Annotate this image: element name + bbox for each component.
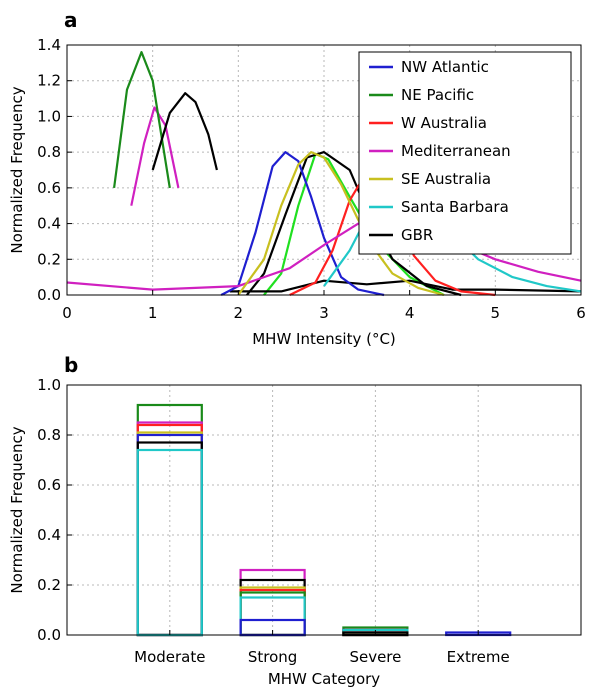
panel-a-ytick-label: 1.2 xyxy=(37,72,61,90)
panel-a-ytick-label: 1.0 xyxy=(37,107,61,125)
panel-a-series-line xyxy=(237,151,445,297)
panel-b-bar xyxy=(136,431,203,637)
panel-a-ylabel: Normalized Frequency xyxy=(8,86,26,253)
panel-a-legend: NW Atlantic NE Pacific W Australia Mediterr… xyxy=(358,51,572,255)
panel-a-ytick-label: 0.0 xyxy=(37,286,61,304)
panel-a-xtick-label: 4 xyxy=(405,304,415,322)
legend-entry: NE Pacific xyxy=(401,86,474,104)
panel-b-label: b xyxy=(64,353,78,377)
panel-b-ytick-label: 0.4 xyxy=(37,526,61,544)
panel-b-ytick-label: 0.0 xyxy=(37,626,61,644)
panel-b-bar xyxy=(136,448,203,637)
legend-entry: W Australia xyxy=(401,114,487,132)
panel-b-category-label: Extreme xyxy=(447,648,510,666)
panel-b-category-label: Moderate xyxy=(134,648,205,666)
panel-b-ytick-label: 0.6 xyxy=(37,476,61,494)
panel-a-label: a xyxy=(64,8,78,32)
panel-a: a 0.0 0.2 0.4 0.6 0.8 1.0 1.2 1.4 0 1 2 3 4 5 6 MHW I… xyxy=(8,8,586,348)
panel-b-ytick-label: 0.8 xyxy=(37,426,61,444)
panel-a-xtick-label: 3 xyxy=(319,304,329,322)
panel-a-xlabel: MHW Intensity (°C) xyxy=(252,330,396,348)
panel-a-xtick-label: 5 xyxy=(491,304,501,322)
panel-b-ytick-label: 0.2 xyxy=(37,576,61,594)
panel-b-xlabel: MHW Category xyxy=(268,670,380,688)
panel-a-series-line xyxy=(151,92,218,171)
panel-a-extra-curve xyxy=(229,279,582,293)
panel-b-bar xyxy=(136,421,203,637)
panel-a-series-line xyxy=(113,51,171,189)
panel-a-ytick-label: 1.4 xyxy=(37,36,61,54)
panel-b-ytick-label: 1.0 xyxy=(37,376,61,394)
panel-a-ytick-label: 0.4 xyxy=(37,215,61,233)
panel-b-ylabel: Normalized Frequency xyxy=(8,426,26,593)
legend-entry: GBR xyxy=(401,226,433,244)
panel-a-series-line xyxy=(220,151,385,297)
legend-entry: Mediterranean xyxy=(401,142,511,160)
panel-b-bar xyxy=(239,591,306,637)
panel-b: b 0.0 0.2 0.4 0.6 0.8 1.0 Moderate Strong Sever… xyxy=(8,353,582,688)
panel-a-ytick-label: 0.6 xyxy=(37,179,61,197)
legend-box xyxy=(358,51,572,255)
panel-a-xtick-label: 6 xyxy=(576,304,586,322)
panel-a-extra-curve xyxy=(246,151,462,297)
legend-entry: Santa Barbara xyxy=(401,198,509,216)
panel-a-ytick-label: 0.8 xyxy=(37,143,61,161)
legend-entry: NW Atlantic xyxy=(401,58,489,76)
panel-a-xtick-label: 0 xyxy=(62,304,72,322)
panel-b-category-label: Severe xyxy=(349,648,401,666)
panel-b-category-label: Strong xyxy=(248,648,297,666)
panel-a-ytick-label: 0.2 xyxy=(37,250,61,268)
legend-entry: SE Australia xyxy=(401,170,491,188)
panel-a-xtick-label: 2 xyxy=(234,304,244,322)
panel-a-extra-curve xyxy=(130,106,180,206)
panel-b-frame xyxy=(66,384,582,636)
panel-a-xtick-label: 1 xyxy=(148,304,158,322)
